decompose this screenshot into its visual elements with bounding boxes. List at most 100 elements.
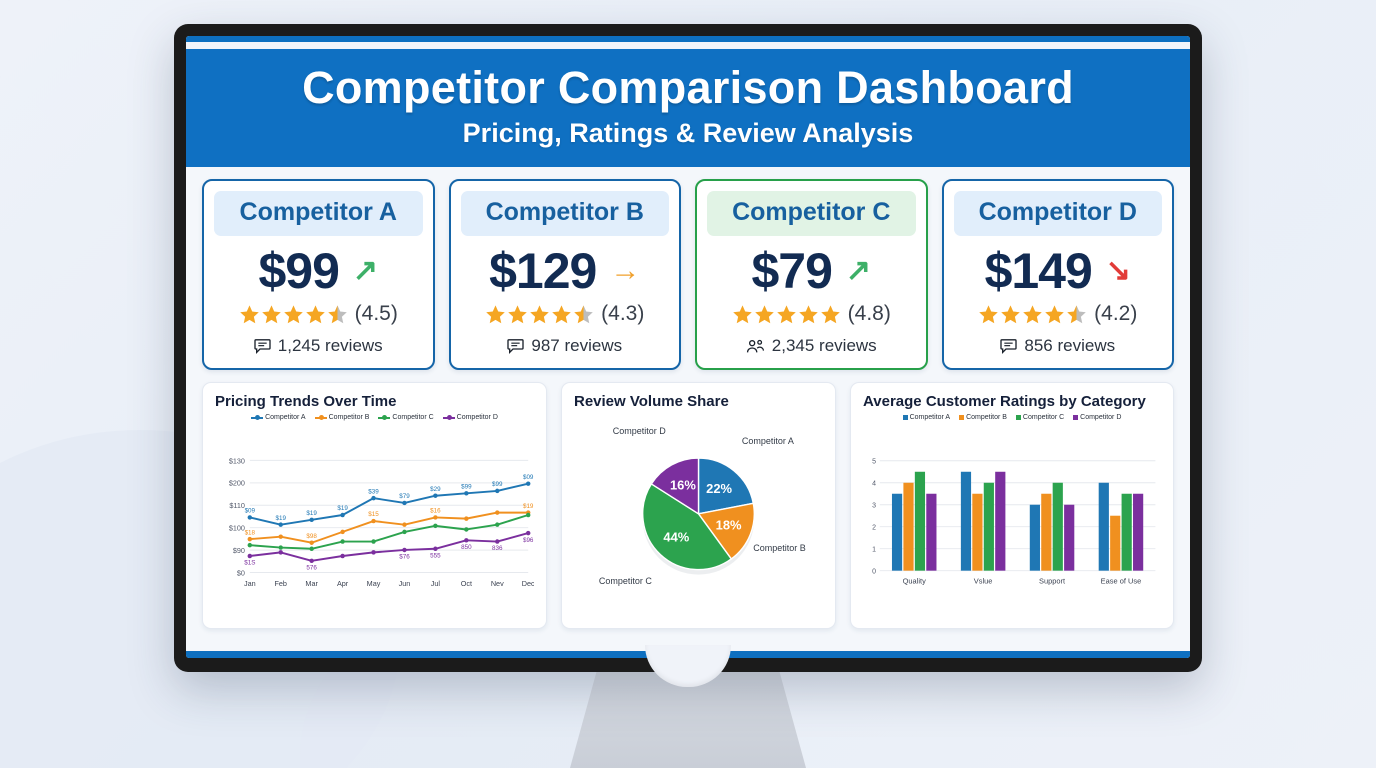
- ratings-by-category-panel: Average Customer Ratings by Category Com…: [850, 382, 1174, 629]
- legend-marker-icon: [442, 415, 455, 421]
- charts-row: Pricing Trends Over Time Competitor A Com…: [202, 382, 1174, 629]
- svg-text:$0: $0: [237, 569, 245, 578]
- rating-value: (4.8): [847, 302, 891, 326]
- competitor-card-b[interactable]: Competitor B $129 → (4.3) 987 reviews: [448, 179, 681, 371]
- svg-text:$90: $90: [233, 546, 245, 555]
- legend-item: Competitor A: [902, 414, 950, 421]
- reviews-count: 2,345 reviews: [771, 336, 877, 356]
- monitor-screen: Competitor Comparison Dashboard Pricing,…: [186, 36, 1190, 658]
- legend-item: Competitor C: [1015, 414, 1065, 422]
- legend-marker-icon: [1073, 415, 1079, 421]
- legend-marker-icon: [902, 415, 908, 421]
- rating-row: (4.2): [954, 302, 1163, 326]
- rating-row: (4.8): [707, 302, 916, 326]
- star-rating: [239, 304, 348, 325]
- svg-text:Jan: Jan: [244, 579, 256, 588]
- dashboard-header: Competitor Comparison Dashboard Pricing,…: [186, 49, 1190, 168]
- pie-chart: 22% 18% 44% 16% Competitor A Competitor B Comp…: [574, 414, 823, 620]
- svg-text:$39: $39: [368, 489, 379, 496]
- competitor-cards-row: Competitor A $99 ↗ (4.5) 1,245 reviews: [202, 179, 1174, 371]
- arrow-right-icon: →: [610, 254, 641, 288]
- page-title: Competitor Comparison Dashboard: [302, 62, 1074, 113]
- price-value: $149: [984, 243, 1093, 300]
- comment-icon: [507, 339, 525, 354]
- arrow-up-right-icon: ↗: [845, 254, 872, 288]
- reviews-row: 2,345 reviews: [707, 336, 916, 356]
- star-rating: [732, 304, 841, 325]
- svg-text:May: May: [367, 579, 381, 588]
- reviews-count: 856 reviews: [1024, 336, 1116, 356]
- chart-title: Pricing Trends Over Time: [215, 393, 397, 411]
- chart-title: Average Customer Ratings by Category: [863, 393, 1146, 411]
- legend-label: Competitor A: [265, 414, 306, 422]
- competitor-name: Competitor C: [707, 191, 916, 237]
- svg-text:Jun: Jun: [399, 579, 411, 588]
- arrow-down-right-icon: ↘: [1105, 254, 1131, 288]
- competitor-card-d[interactable]: Competitor D $149 ↘ (4.2) 856 reviews: [941, 179, 1174, 371]
- svg-text:22%: 22%: [706, 481, 732, 496]
- svg-text:$76: $76: [399, 554, 410, 561]
- svg-text:Ease of Use: Ease of Use: [1101, 577, 1142, 586]
- legend-item: Competitor D: [1073, 414, 1121, 421]
- price-row: $149 ↘: [954, 246, 1163, 296]
- svg-text:836: 836: [492, 546, 503, 553]
- legend-label: Competitor B: [966, 414, 1007, 422]
- reviews-row: 1,245 reviews: [214, 336, 423, 356]
- comment-icon: [254, 339, 271, 354]
- svg-text:44%: 44%: [663, 530, 689, 545]
- pie-slice-label: Competitor B: [753, 542, 806, 553]
- competitor-name: Competitor B: [460, 191, 669, 237]
- pie-slice-label: Competitor D: [612, 426, 666, 437]
- competitor-card-c[interactable]: Competitor C $79 ↗ (4.8) 2,345 reviews: [695, 179, 928, 371]
- competitor-name: Competitor A: [214, 191, 423, 237]
- monitor-frame: Competitor Comparison Dashboard Pricing,…: [174, 24, 1202, 672]
- svg-text:Support: Support: [1039, 577, 1066, 586]
- svg-text:$79: $79: [399, 494, 410, 501]
- legend-marker-icon: [959, 415, 965, 421]
- arrow-up-right-icon: ↗: [352, 254, 379, 288]
- reviews-count: 987 reviews: [531, 336, 623, 356]
- svg-text:Jul: Jul: [431, 579, 441, 588]
- pie-slice-label: Competitor A: [741, 435, 794, 446]
- svg-text:Quality: Quality: [903, 577, 926, 586]
- legend-marker-icon: [314, 415, 327, 421]
- svg-text:$18: $18: [245, 530, 256, 537]
- rating-value: (4.3): [601, 302, 645, 326]
- svg-text:2: 2: [872, 525, 876, 532]
- svg-text:$19: $19: [306, 510, 317, 517]
- svg-text:$1S: $1S: [244, 560, 255, 567]
- price-row: $99 ↗: [214, 246, 423, 296]
- legend-item: Competitor D: [442, 414, 498, 421]
- svg-text:$16: $16: [430, 508, 441, 515]
- svg-text:Nev: Nev: [491, 579, 504, 588]
- svg-text:4: 4: [872, 481, 876, 488]
- legend-label: Competitor C: [1022, 414, 1065, 422]
- people-icon: [746, 339, 765, 354]
- legend-marker-icon: [251, 415, 264, 421]
- chart-legend: Competitor A Competitor B Competitor C Comp…: [863, 414, 1161, 421]
- svg-text:$19: $19: [523, 503, 534, 510]
- svg-text:Mar: Mar: [305, 579, 318, 588]
- svg-text:18%: 18%: [716, 518, 742, 533]
- svg-text:1: 1: [872, 547, 876, 554]
- svg-text:$98: $98: [306, 533, 317, 540]
- svg-text:$29: $29: [430, 486, 441, 493]
- page-subtitle: Pricing, Ratings & Review Analysis: [462, 118, 914, 149]
- bar-chart: 0 1 2 3 4 5 Quality Vslue Support Ease of Use: [863, 423, 1161, 620]
- chart-title: Review Volume Share: [574, 393, 729, 411]
- pie-slice-label: Competitor C: [598, 576, 652, 587]
- svg-text:$19: $19: [275, 515, 286, 522]
- legend-label: Competitor B: [328, 414, 370, 422]
- price-value: $99: [258, 243, 339, 300]
- svg-text:Apr: Apr: [337, 579, 349, 588]
- rating-row: (4.5): [214, 302, 423, 326]
- svg-text:850: 850: [461, 544, 472, 551]
- rating-row: (4.3): [461, 302, 670, 326]
- competitor-card-a[interactable]: Competitor A $99 ↗ (4.5) 1,245 reviews: [202, 179, 435, 371]
- price-value: $129: [489, 243, 597, 300]
- dashboard-body: Competitor A $99 ↗ (4.5) 1,245 reviews: [186, 167, 1190, 643]
- svg-text:$200: $200: [229, 479, 245, 488]
- chart-legend: Competitor A Competitor B Competitor C Comp…: [215, 414, 534, 421]
- svg-text:576: 576: [306, 565, 317, 572]
- rating-value: (4.2): [1094, 302, 1138, 326]
